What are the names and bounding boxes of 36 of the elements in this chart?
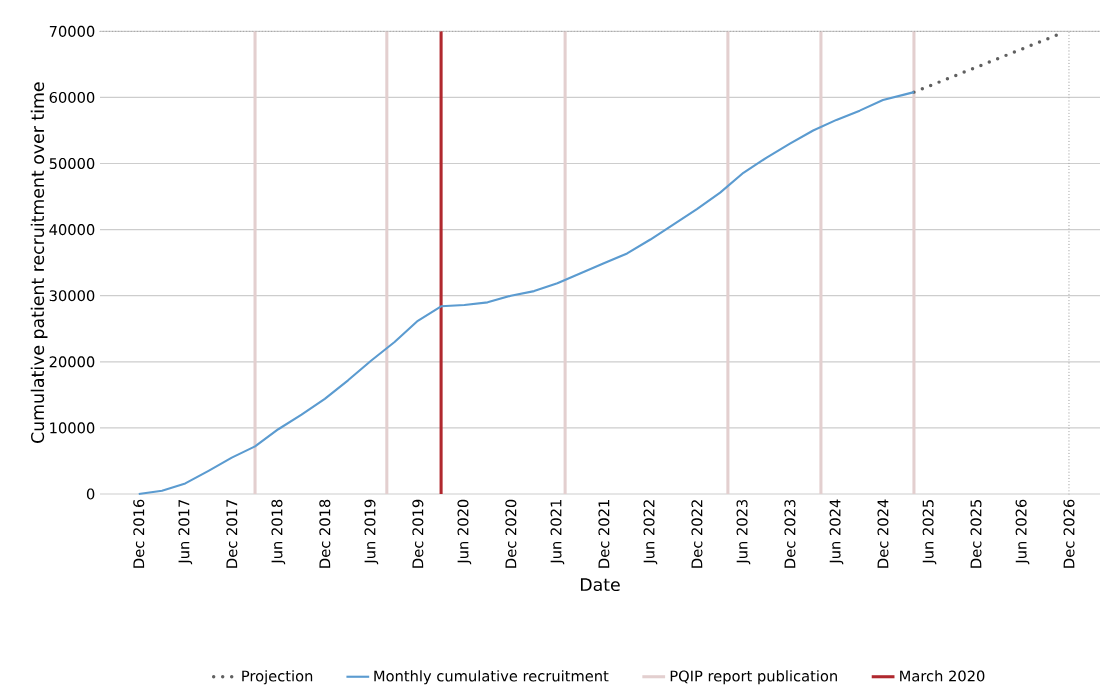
x-tick-label: Jun 2024 [829, 499, 844, 565]
line-series [137, 91, 916, 496]
y-tick-label: 20000 [49, 356, 95, 368]
x-tick-label: Jun 2022 [643, 500, 658, 565]
y-tick-label: 10000 [50, 422, 95, 434]
x-tick-label: Jun 2026 [1015, 499, 1030, 565]
x-tick-label: Jun 2025 [922, 500, 937, 565]
x-tick-label: Dec 2020 [505, 499, 517, 568]
x-tick-label: Dec 2019 [412, 499, 424, 568]
x-tick-label: Jun 2019 [364, 499, 379, 565]
x-tick-label: Dec 2022 [691, 500, 703, 568]
x-tick-label: Dec 2025 [970, 500, 982, 568]
x-tick-label: Jun 2018 [271, 499, 286, 565]
legend-label: Projection [242, 670, 313, 685]
legend-label: March 2020 [900, 670, 985, 682]
x-tick-label: Jun 2021 [550, 500, 565, 565]
x-tick-label: Dec 2018 [319, 499, 331, 568]
x-tick-label: Dec 2026 [1063, 499, 1075, 568]
x-tick-label: Jun 2023 [736, 499, 751, 565]
y-tick-label: 30000 [49, 290, 95, 302]
x-tick-label: Dec 2021 [598, 500, 610, 568]
y-tick-label: 40000 [49, 224, 95, 236]
x-tick-label: Jun 2020 [457, 499, 472, 565]
legend-label: PQIP report publication [670, 670, 837, 685]
y-tick-label: 50000 [49, 157, 95, 170]
x-tick-label: Dec 2016 [133, 499, 145, 568]
x-tick-label: Dec 2017 [226, 499, 238, 568]
x-tick-label: Dec 2023 [784, 499, 796, 568]
y-tick-label: 0 [86, 488, 95, 500]
legend-label: Monthly cumulative recruitment [374, 670, 609, 685]
x-tick-label: Jun 2017 [178, 499, 193, 565]
x-axis-title: Date [580, 578, 620, 592]
y-tick-label: 60000 [49, 91, 95, 103]
x-tick-label: Dec 2024 [877, 499, 889, 568]
y-axis-title: Cumulative patient recruitment over time [30, 82, 48, 443]
y-tick-label: 70000 [49, 25, 95, 37]
